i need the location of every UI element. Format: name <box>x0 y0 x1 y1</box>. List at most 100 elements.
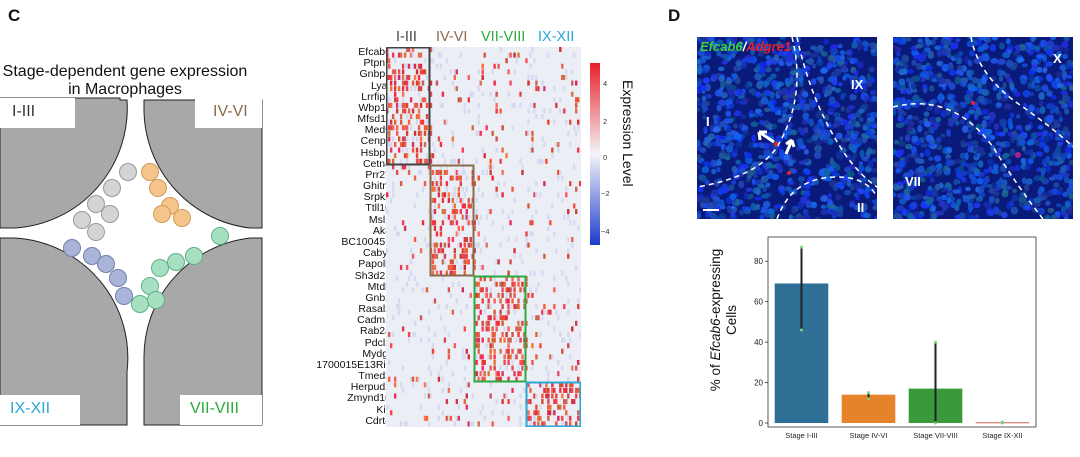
gene-label: Cenpv <box>360 135 391 148</box>
x-tick-label: Stage I-III <box>785 431 818 440</box>
panel-d-letter: D <box>668 6 681 25</box>
gene-label-column: Efcab6 Ptpn1 Gnbp1 Lyar Lrrfip2 Wbp11 Mfsd11 Me… <box>270 0 391 457</box>
micro-label-vii: VII <box>905 174 921 189</box>
colorbar-tick-m4: −4 <box>601 227 610 236</box>
gene-label: Ptpn1 <box>363 57 391 70</box>
macrophage-cell <box>103 179 121 197</box>
x-tick-label: Stage IV-VI <box>850 431 888 440</box>
expression-heatmap <box>386 47 581 427</box>
micrograph-left <box>697 37 877 219</box>
ylabel-prefix: % of <box>708 360 723 392</box>
micrograph-title: Efcab6/Adgre1 <box>700 39 791 54</box>
macrophage-cell <box>87 223 105 241</box>
macrophage-cell <box>147 291 165 309</box>
colorbar-label: Expression Level <box>620 80 636 187</box>
macrophage-cell <box>119 163 137 181</box>
macrophage-cell <box>173 209 191 227</box>
colorbar-tick-4: 4 <box>603 79 608 88</box>
ylabel-gene: Efcab6 <box>708 318 723 361</box>
macrophage-cell <box>131 295 149 313</box>
y-tick-label: 60 <box>754 298 763 307</box>
stage-label-i-iii: I-III <box>12 103 36 120</box>
macrophage-cell <box>115 287 133 305</box>
gene-label: Msl1 <box>368 213 391 226</box>
macrophage-cell <box>63 239 81 257</box>
gene-label: Gnb2 <box>365 291 391 304</box>
macrophage-cell <box>211 227 229 245</box>
y-tick-label: 0 <box>759 419 764 428</box>
seminiferous-tubule-schematic <box>0 97 263 426</box>
x-tick-label: Stage VII-VIII <box>913 431 958 440</box>
gene-label: Cadm1 <box>357 314 391 327</box>
heatmap-group-label-4: IX-XII <box>538 29 575 45</box>
x-tick-label: Stage IX-XII <box>982 431 1022 440</box>
colorbar <box>590 63 600 245</box>
gene-label: Rab2a <box>360 325 391 338</box>
schematic-title-line2: in Macrophages <box>68 81 182 98</box>
gene-label: Srpk2 <box>363 191 391 204</box>
macrophage-cell <box>153 205 171 223</box>
gene-label: Cabyr <box>362 247 391 260</box>
micro-label-x: X <box>1053 51 1062 66</box>
heatmap-group-box <box>473 275 527 383</box>
bar-chart: 0 20 40 60 80 Stage I-III Stage IV-VI Stage VI… <box>754 236 1037 440</box>
gene-label: Lyar <box>370 79 391 92</box>
schematic-title-line1: Stage-dependent gene expression <box>2 63 248 80</box>
macrophage-cell <box>97 255 115 273</box>
gene-label: Mfsd11 <box>357 113 391 126</box>
gene-label: Herpud2 <box>350 381 391 394</box>
y-tick-label: 40 <box>754 338 763 347</box>
gene-label: Cdrt4 <box>365 414 391 427</box>
heatmap-group-label-1: I-III <box>396 29 417 45</box>
colorbar-tick-m2: −2 <box>601 189 610 198</box>
heatmap-group-label-2: IV-VI <box>436 29 468 45</box>
macrophage-cell <box>167 253 185 271</box>
gene-label: Sh3d21 <box>354 269 391 282</box>
micrograph-title-adgre1: Adgre1 <box>746 39 792 54</box>
gene-label: Med9 <box>364 124 391 137</box>
panel-c-letter: C <box>8 6 21 25</box>
macrophage-cell <box>109 269 127 287</box>
ylabel-suffix: -expressing <box>708 248 723 319</box>
gene-label: Wbp11 <box>358 101 392 114</box>
macrophage-cell <box>101 205 119 223</box>
gene-label: Tmed3 <box>358 370 391 383</box>
tubule-bottom-left <box>0 237 129 426</box>
gene-label: Ghitm <box>362 180 391 193</box>
gene-label: Mtdh <box>367 280 391 293</box>
gene-label: Pdcl2 <box>364 336 391 349</box>
gene-label: Lrrfip2 <box>361 90 391 103</box>
tubule-bottom-right <box>143 237 263 426</box>
macrophage-cell <box>149 179 167 197</box>
tubule-top-right <box>143 99 263 229</box>
gene-label: Mydgf <box>362 347 391 360</box>
macrophage-cell <box>141 163 159 181</box>
heatmap-group-box <box>386 47 431 166</box>
macrophage-cell <box>83 247 101 265</box>
y-tick-label: 20 <box>754 379 763 388</box>
micro-label-ix: IX <box>851 77 864 92</box>
micro-label-i: I <box>706 114 710 129</box>
macrophage-cell <box>185 247 203 265</box>
micrograph-right <box>893 37 1073 219</box>
ylabel-line2: Cells <box>724 305 739 336</box>
macrophage-cell <box>87 195 105 213</box>
gene-label: 1700015E13Rik <box>316 358 391 371</box>
bar-chart-ylabel: % of Efcab6-expressing Cells <box>708 220 740 420</box>
micrograph-title-slash: / <box>742 39 747 54</box>
colorbar-tick-2: 2 <box>603 117 608 126</box>
gene-label: Ak8 <box>372 224 391 237</box>
micro-label-ii: II <box>857 200 865 215</box>
gene-label: BC100451 <box>341 236 391 248</box>
tubule-top-left <box>0 97 128 229</box>
gene-label: Kiz <box>376 403 391 416</box>
stage-label-iv-vi: IV-VI <box>213 103 248 120</box>
gene-label: Papolb <box>358 258 391 271</box>
gene-label: Prr27 <box>365 168 391 181</box>
gene-label: Zmynd10 <box>347 392 391 405</box>
gene-label: Cetn4 <box>362 157 391 170</box>
heatmap-group-box <box>525 381 581 427</box>
gene-label: Hsbp1 <box>360 146 391 159</box>
stage-label-ix-xii: IX-XII <box>10 400 51 417</box>
macrophage-cell <box>151 259 169 277</box>
